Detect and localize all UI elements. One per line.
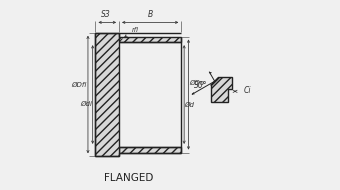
- Text: ØDo: ØDo: [189, 80, 205, 86]
- Text: B: B: [148, 10, 153, 19]
- Polygon shape: [119, 36, 181, 42]
- Polygon shape: [119, 147, 181, 153]
- Polygon shape: [96, 33, 119, 156]
- Text: Ød: Ød: [185, 102, 195, 108]
- Text: 30°: 30°: [194, 82, 207, 90]
- Text: ØDfl: ØDfl: [72, 82, 87, 88]
- Polygon shape: [210, 77, 232, 102]
- Text: FLANGED: FLANGED: [104, 173, 153, 183]
- Text: S3: S3: [101, 10, 110, 19]
- Text: Ci: Ci: [244, 86, 251, 95]
- Text: Ødi: Ødi: [80, 101, 92, 107]
- Text: rfl: rfl: [125, 27, 138, 37]
